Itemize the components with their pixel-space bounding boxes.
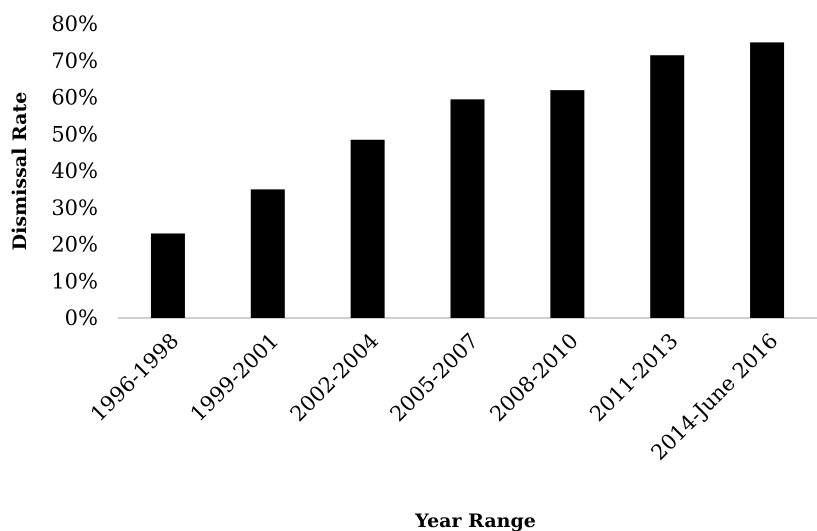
x-axis-title: Year Range [414, 510, 536, 531]
x-axis-ticks: 1996-1998 1999-2001 2002-2004 2005-2007 2008… [86, 329, 783, 465]
x-tick-label: 2002-2004 [286, 329, 384, 427]
y-tick-label: 40% [51, 159, 98, 183]
x-tick-label: 2005-2007 [385, 329, 483, 427]
bar [350, 139, 385, 318]
x-tick-label: 2008-2010 [485, 329, 583, 427]
bar [250, 189, 285, 318]
y-tick-label: 10% [51, 269, 98, 293]
y-tick-label: 70% [51, 49, 98, 73]
x-tick-label: 2011-2013 [585, 329, 683, 427]
y-tick-label: 0% [65, 306, 98, 330]
y-tick-label: 80% [51, 12, 98, 36]
y-axis-title: Dismissal Rate [9, 92, 31, 251]
x-tick-label: 1999-2001 [186, 329, 284, 427]
y-axis-ticks: 0% 10% 20% 30% 40% 50% 60% 70% 80% [51, 12, 98, 330]
bars [150, 42, 785, 319]
y-tick-label: 60% [51, 86, 98, 110]
bar [650, 55, 685, 319]
bar [450, 99, 485, 319]
y-tick-label: 20% [51, 233, 98, 257]
bar [150, 233, 185, 318]
bar [750, 42, 785, 318]
y-tick-label: 50% [51, 122, 98, 146]
bar [550, 90, 585, 319]
x-tick-label: 1996-1998 [86, 329, 184, 427]
y-tick-label: 30% [51, 196, 98, 220]
